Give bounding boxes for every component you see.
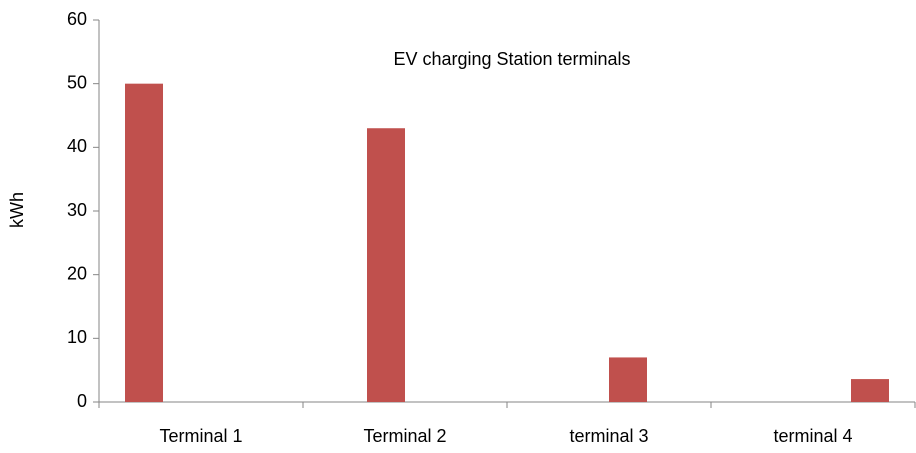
- bar: [609, 357, 647, 402]
- bar: [367, 128, 405, 402]
- x-tick-label: terminal 3: [569, 426, 648, 446]
- y-tick-label: 20: [67, 263, 87, 283]
- bar: [850, 379, 889, 402]
- x-tick-label: terminal 4: [773, 426, 852, 446]
- x-tick-label: Terminal 2: [363, 426, 446, 446]
- y-tick-label: 60: [67, 9, 87, 29]
- chart-title: EV charging Station terminals: [393, 49, 630, 69]
- y-tick-label: 30: [67, 200, 87, 220]
- y-axis-label: kWh: [7, 192, 27, 228]
- y-tick-label: 40: [67, 136, 87, 156]
- y-tick-label: 10: [67, 327, 87, 347]
- bar: [125, 83, 164, 403]
- y-tick-label: 50: [67, 72, 87, 92]
- y-tick-label: 0: [77, 391, 87, 411]
- x-tick-label: Terminal 1: [159, 426, 242, 446]
